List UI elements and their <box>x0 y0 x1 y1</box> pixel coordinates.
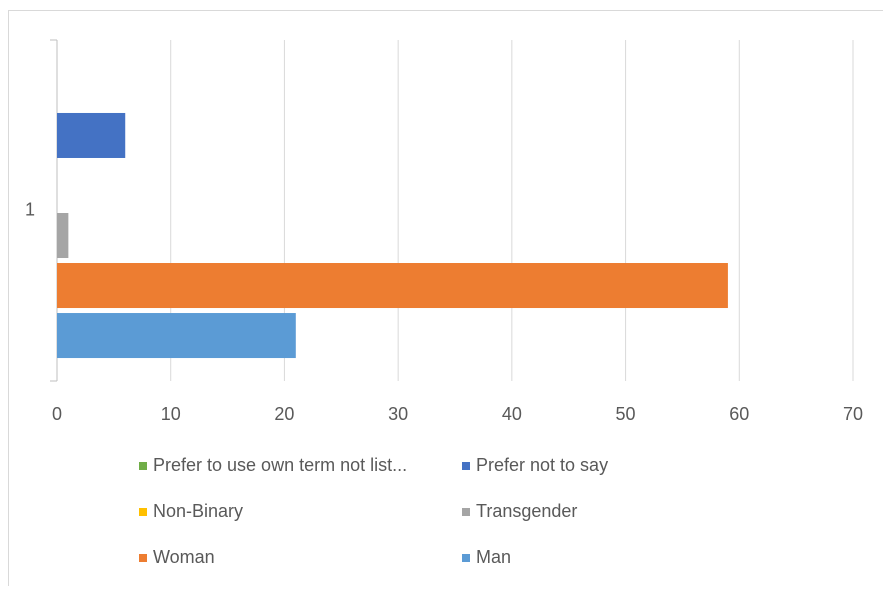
bar <box>57 263 728 308</box>
x-tick-label: 30 <box>388 404 408 424</box>
legend-swatch <box>462 462 470 470</box>
legend-swatch <box>462 554 470 562</box>
x-tick-label: 70 <box>843 404 863 424</box>
bar <box>57 113 125 158</box>
legend-swatch <box>139 462 147 470</box>
legend-label: Prefer to use own term not list... <box>153 455 407 475</box>
x-tick-label: 20 <box>274 404 294 424</box>
x-tick-label: 60 <box>729 404 749 424</box>
legend-label: Non-Binary <box>153 501 243 521</box>
x-tick-label: 50 <box>616 404 636 424</box>
x-tick-label: 40 <box>502 404 522 424</box>
y-tick-label: 1 <box>25 199 35 219</box>
legend-label: Prefer not to say <box>476 455 608 475</box>
x-tick-label: 0 <box>52 404 62 424</box>
bar <box>57 313 296 358</box>
legend-swatch <box>462 508 470 516</box>
legend-swatch <box>139 508 147 516</box>
legend-label: Woman <box>153 547 215 567</box>
x-tick-label: 10 <box>161 404 181 424</box>
legend-label: Man <box>476 547 511 567</box>
bar <box>57 213 68 258</box>
legend-label: Transgender <box>476 501 577 521</box>
legend-swatch <box>139 554 147 562</box>
